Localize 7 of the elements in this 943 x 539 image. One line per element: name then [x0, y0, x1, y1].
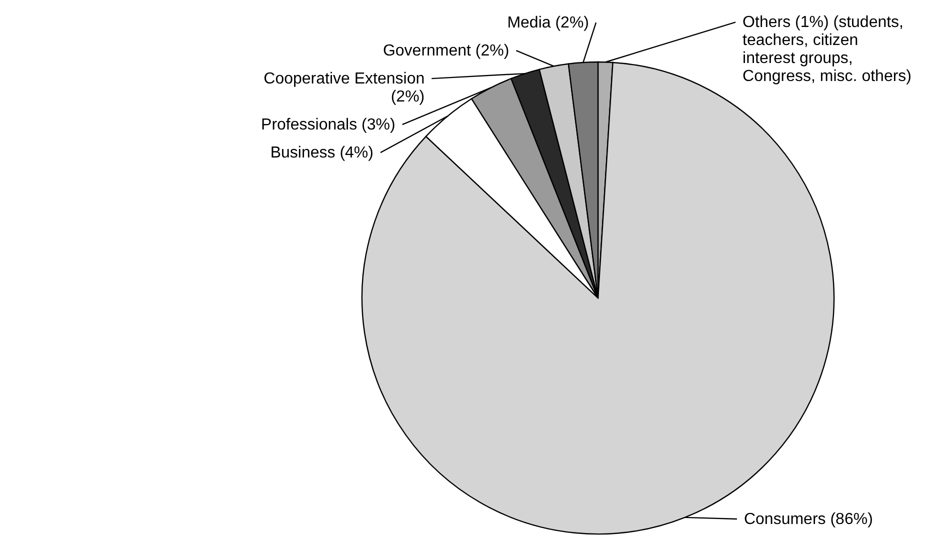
slice-label: Cooperative Extension (2%)	[264, 70, 425, 106]
slice-label: Others (1%) (students, teachers, citizen interest groups, Congress, misc. others)	[742, 14, 912, 86]
slice-label: Media (2%)	[507, 14, 589, 32]
slice-label: Government (2%)	[382, 42, 510, 60]
slice-label: Professionals (3%)	[261, 116, 396, 134]
slice-label: Consumers (86%)	[744, 511, 873, 528]
slice-label: Business (4%)	[270, 144, 374, 162]
